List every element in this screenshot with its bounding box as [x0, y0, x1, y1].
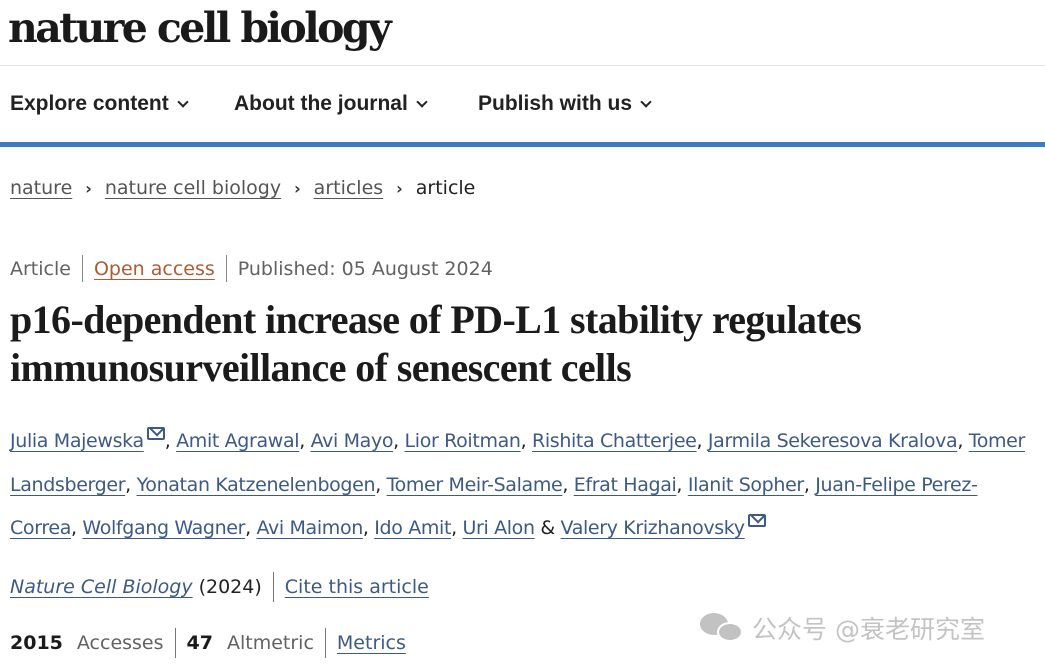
author-link[interactable]: Juan-Felipe Perez-Correa: [10, 473, 978, 540]
cite-article-link[interactable]: Cite this article: [284, 576, 429, 598]
watermark: 公众号 @衰老研究室: [700, 610, 985, 646]
author-link[interactable]: Yonatan Katzenelenbogen: [136, 473, 376, 496]
nav-about-journal[interactable]: About the journal: [234, 92, 428, 116]
journal-link[interactable]: Nature Cell Biology: [10, 576, 193, 598]
altmetric-count: 47: [186, 632, 213, 654]
mail-icon[interactable]: [146, 427, 165, 440]
author-link[interactable]: Lior Roitman: [404, 430, 521, 452]
breadcrumb-nature-cell-biology[interactable]: nature cell biology: [104, 177, 282, 199]
author-link[interactable]: Julia Majewska: [10, 430, 144, 452]
article-title: p16-dependent increase of PD-L1 stabilit…: [10, 297, 862, 390]
mail-icon[interactable]: [747, 514, 766, 527]
ampersand: &: [540, 517, 555, 539]
author-link[interactable]: Avi Maimon: [256, 517, 363, 539]
article-type: Article: [10, 257, 71, 280]
author-link[interactable]: Avi Mayo: [310, 430, 394, 452]
divider: [324, 628, 326, 658]
divider: [272, 572, 274, 602]
divider: [174, 628, 176, 658]
nav-publish-with-us[interactable]: Publish with us: [478, 92, 652, 116]
nav-label: Publish with us: [478, 92, 633, 115]
open-access-link[interactable]: Open access: [93, 257, 215, 280]
chevron-down-icon: [640, 95, 652, 108]
accesses-count: 2015: [10, 632, 63, 654]
journal-logo[interactable]: nature cell biology: [8, 4, 392, 52]
author-link[interactable]: Rishita Chatterjee: [531, 430, 697, 452]
breadcrumb-nature[interactable]: nature: [10, 177, 73, 199]
author-list: Julia Majewska, Amit Agrawal, Avi Mayo, …: [10, 420, 1040, 551]
metrics-row: 2015 Accesses 47 Altmetric Metrics: [10, 628, 406, 658]
watermark-text: 公众号 @衰老研究室: [752, 615, 985, 644]
altmetric-label: Altmetric: [226, 632, 314, 654]
metrics-link[interactable]: Metrics: [336, 632, 406, 654]
wechat-icon: [700, 613, 744, 643]
divider: [225, 255, 227, 282]
breadcrumb: nature › nature cell biology › articles …: [10, 177, 475, 199]
divider: [81, 255, 83, 282]
author-link[interactable]: Valery Krizhanovsky: [560, 517, 746, 539]
author-link[interactable]: Tomer Meir-Salame: [386, 473, 563, 496]
publication-year: (2024): [198, 576, 262, 598]
author-link[interactable]: Amit Agrawal: [176, 430, 300, 452]
author-link[interactable]: Jarmila Sekeresova Kralova: [707, 430, 958, 452]
chevron-right-icon: ›: [396, 178, 403, 198]
chevron-down-icon: [177, 95, 189, 108]
nav-accent-bar: [0, 142, 1045, 147]
chevron-right-icon: ›: [294, 178, 301, 198]
author-link[interactable]: Efrat Hagai: [573, 473, 677, 496]
nav-explore-content[interactable]: Explore content: [10, 92, 189, 116]
chevron-right-icon: ›: [85, 178, 92, 198]
chevron-down-icon: [416, 95, 428, 108]
author-link[interactable]: Tomer Landsberger: [10, 430, 1025, 496]
breadcrumb-current: article: [415, 177, 476, 199]
accesses-label: Accesses: [76, 632, 164, 654]
author-link[interactable]: Ido Amit: [374, 517, 452, 539]
author-link[interactable]: Ilanit Sopher: [687, 473, 804, 496]
nav-label: Explore content: [10, 92, 169, 115]
author-link[interactable]: Uri Alon: [462, 517, 535, 539]
author-link[interactable]: Wolfgang Wagner: [82, 517, 246, 539]
nav-label: About the journal: [234, 92, 408, 115]
published-date: Published: 05 August 2024: [237, 257, 493, 280]
breadcrumb-articles[interactable]: articles: [313, 177, 384, 199]
site-header: nature cell biology: [0, 0, 1045, 66]
article-meta: Article Open access Published: 05 August…: [10, 255, 493, 282]
citation-row: Nature Cell Biology (2024) Cite this art…: [10, 572, 429, 602]
